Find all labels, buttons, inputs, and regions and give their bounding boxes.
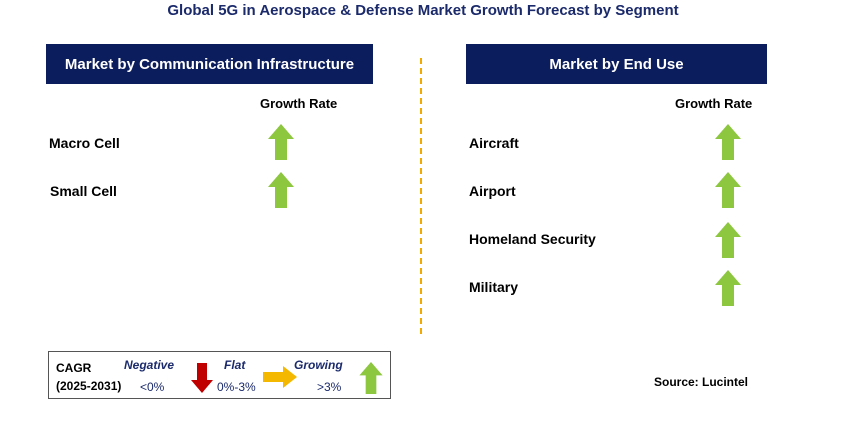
flat-arrow-icon (263, 366, 297, 388)
negative-arrow-icon (191, 363, 213, 393)
item-airport: Airport (469, 183, 516, 199)
cagr-legend: CAGR (2025-2031) Negative <0% Flat 0%-3%… (48, 351, 391, 399)
growing-arrow-icon (715, 172, 741, 208)
right-growth-rate-label: Growth Rate (675, 96, 753, 111)
legend-negative-range: <0% (140, 380, 165, 394)
right-panel-header: Market by End Use (466, 44, 767, 84)
legend-flat-label: Flat (224, 358, 246, 372)
growing-arrow-icon (715, 222, 741, 258)
legend-cagr-label: CAGR (56, 361, 92, 375)
legend-growing-range: >3% (317, 380, 342, 394)
growing-arrow-icon (268, 172, 294, 208)
left-panel-header: Market by Communication Infrastructure (46, 44, 373, 84)
item-small-cell: Small Cell (50, 183, 117, 199)
growing-arrow-icon (715, 270, 741, 306)
panel-divider (420, 58, 422, 334)
item-homeland-security: Homeland Security (469, 231, 596, 247)
item-macro-cell: Macro Cell (49, 135, 120, 151)
legend-flat-range: 0%-3% (217, 380, 256, 394)
source-label: Source: Lucintel (654, 375, 749, 389)
growing-arrow-icon (268, 124, 294, 160)
legend-period: (2025-2031) (56, 379, 122, 393)
left-growth-rate-label: Growth Rate (260, 96, 338, 111)
item-military: Military (469, 279, 519, 295)
legend-growing-label: Growing (294, 358, 343, 372)
item-aircraft: Aircraft (469, 135, 519, 151)
growing-arrow-icon (359, 362, 383, 394)
chart-title: Global 5G in Aerospace & Defense Market … (167, 2, 679, 19)
growing-arrow-icon (715, 124, 741, 160)
legend-negative-label: Negative (124, 358, 175, 372)
